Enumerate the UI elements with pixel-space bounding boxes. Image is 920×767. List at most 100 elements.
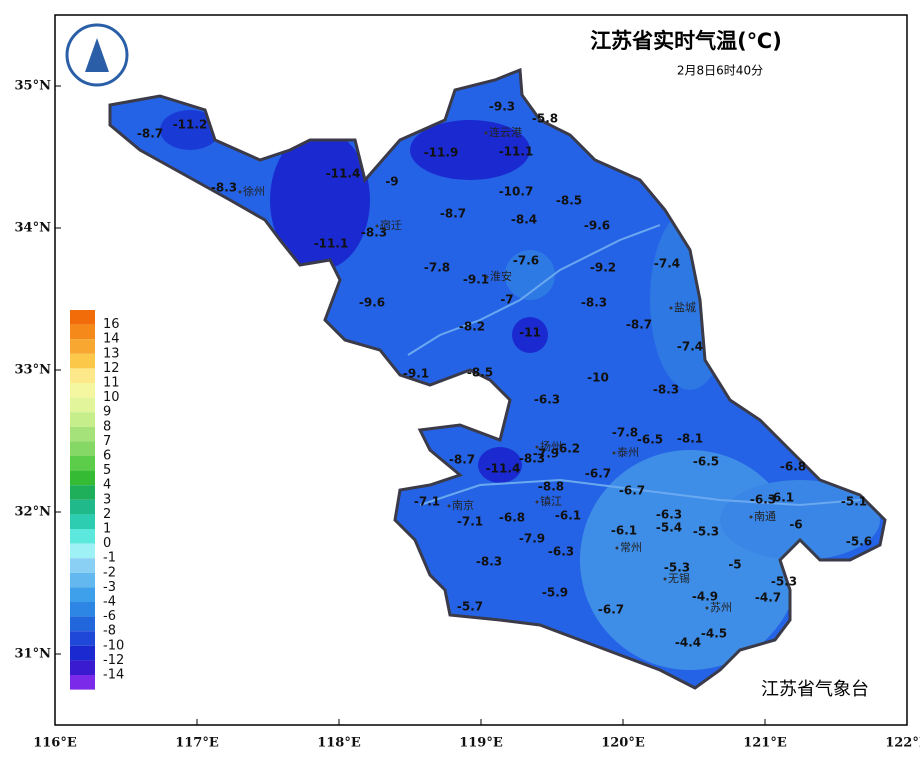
legend-label: 10 <box>103 390 120 405</box>
legend-label: 16 <box>103 317 120 332</box>
city-dot <box>535 445 539 449</box>
legend-swatch <box>70 426 95 442</box>
station-temperature: -7.9 <box>533 447 559 461</box>
station-temperature: -6.7 <box>619 484 645 498</box>
legend-swatch <box>70 397 95 413</box>
station-temperature: -6.5 <box>637 433 663 447</box>
city-name: 扬州 <box>540 439 562 453</box>
legend-swatch <box>70 514 95 529</box>
legend-label: 0 <box>103 536 111 551</box>
station-temperature: -11 <box>519 326 541 340</box>
legend-label: -6 <box>103 609 116 624</box>
station-temperature: -5 <box>728 558 741 572</box>
station-temperature: -5.9 <box>542 586 568 600</box>
station-temperature: -9 <box>385 175 398 189</box>
station-temperature: -9.1 <box>403 367 429 381</box>
legend-label: -12 <box>103 653 124 668</box>
station-temperature: -7.4 <box>654 257 680 271</box>
station-temperature: -4.9 <box>692 590 718 604</box>
legend-label: -14 <box>103 668 124 683</box>
legend-swatch <box>70 660 95 675</box>
legend-swatch <box>70 353 95 369</box>
x-tick-label: 116°E <box>33 736 77 751</box>
station-temperature: -8.5 <box>467 366 493 380</box>
logo <box>65 23 129 87</box>
city-name: 苏州 <box>710 601 732 614</box>
station-temperature: -6.8 <box>780 460 806 474</box>
legend-label: 4 <box>103 478 111 493</box>
station-temperature: -9.6 <box>359 296 385 310</box>
legend-swatch <box>70 456 95 471</box>
station-temperature: -6.2 <box>554 442 580 456</box>
legend-label: 7 <box>103 434 111 449</box>
station-temperature: -6.5 <box>693 455 719 469</box>
city-name: 徐州 <box>243 184 265 198</box>
station-temperature: -5.3 <box>693 525 719 539</box>
legend-label: -8 <box>103 624 116 639</box>
city-dot <box>485 275 489 279</box>
y-tick-label: 34°N <box>15 221 52 236</box>
station-temperature: -8.7 <box>440 207 466 221</box>
station-temperature: -6.3 <box>656 508 682 522</box>
city-dot <box>238 190 242 194</box>
station-temperature: -9.2 <box>590 261 616 275</box>
y-tick-label: 32°N <box>15 505 52 520</box>
x-tick-label: 121°E <box>743 736 787 751</box>
station-temperature: -8.3 <box>519 452 545 466</box>
city-name: 南通 <box>754 510 776 523</box>
legend-label: -10 <box>103 638 124 653</box>
legend-swatch <box>70 499 95 515</box>
station-temperature: -10.7 <box>499 185 534 199</box>
station-temperature: -8.5 <box>556 194 582 208</box>
station-temperature: -8.3 <box>361 226 387 240</box>
station-temperature: -11.9 <box>424 146 459 160</box>
legend-swatch <box>70 543 95 559</box>
city-name: 泰州 <box>617 445 639 459</box>
station-temperature: -7.1 <box>457 515 483 529</box>
legend-label: 9 <box>103 405 111 420</box>
station-temperature: -8.7 <box>626 318 652 332</box>
x-tick-label: 119°E <box>459 736 503 751</box>
station-temperature: -5.8 <box>532 112 558 126</box>
legend-swatch <box>70 616 95 632</box>
station-temperature: -8.3 <box>581 296 607 310</box>
city-name: 无锡 <box>668 571 690 585</box>
station-temperature: -6 <box>789 518 802 532</box>
x-tick-label: 118°E <box>317 736 361 751</box>
station-temperature: -8.2 <box>459 320 485 334</box>
city-name: 南京 <box>452 498 474 512</box>
station-temperature: -9.1 <box>463 273 489 287</box>
station-temperature: -6.1 <box>555 509 581 523</box>
legend-swatch <box>70 631 95 646</box>
city-name: 盐城 <box>674 301 696 314</box>
station-temperature: -8.4 <box>511 213 537 227</box>
city-dot <box>535 500 539 504</box>
legend-swatch <box>70 368 95 383</box>
station-temperature: -4.5 <box>701 627 727 641</box>
legend-label: 6 <box>103 449 111 464</box>
legend-label: 3 <box>103 492 111 507</box>
city-dot <box>663 577 667 581</box>
station-temperature: -7.1 <box>414 495 440 509</box>
station-temperature: -5.1 <box>841 495 867 509</box>
city-dot <box>375 224 379 228</box>
station-temperature: -11.4 <box>326 167 361 181</box>
station-temperature: -8.3 <box>476 555 502 569</box>
station-temperature: -5.3 <box>664 561 690 575</box>
station-temperature: -5.3 <box>771 575 797 589</box>
x-tick-label: 117°E <box>175 736 219 751</box>
legend-swatch <box>70 675 95 690</box>
x-tick-label: 122°E <box>885 736 920 751</box>
station-temperature: -10 <box>587 371 609 385</box>
legend-label: 2 <box>103 507 111 522</box>
legend-swatch <box>70 558 95 573</box>
station-temperature: -4.4 <box>675 636 701 650</box>
station-temperature: -7.4 <box>677 340 703 354</box>
city-dot <box>749 515 753 519</box>
station-temperature: -4.7 <box>755 591 781 605</box>
city-name: 淮安 <box>490 269 512 283</box>
station-temperature: -11.1 <box>314 237 349 251</box>
footer: 江苏省气象台 <box>761 679 869 700</box>
station-temperature: -7.6 <box>513 254 539 268</box>
legend-label: -3 <box>103 580 116 595</box>
